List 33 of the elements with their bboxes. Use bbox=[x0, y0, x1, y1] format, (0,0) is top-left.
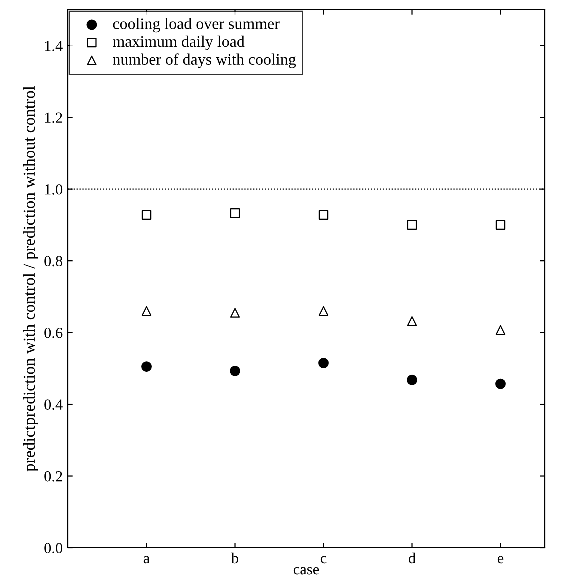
point bbox=[142, 362, 152, 372]
point bbox=[407, 374, 418, 386]
y-tick-label: 1.0 bbox=[45, 184, 63, 195]
x-tick-label: b bbox=[231, 552, 238, 564]
y-tick-label: 1.4 bbox=[45, 41, 63, 52]
y-tick-label: 0.0 bbox=[44, 543, 63, 554]
y-tick-label: 0.2 bbox=[44, 471, 62, 482]
point bbox=[318, 358, 329, 368]
x-tick-label: d bbox=[408, 552, 416, 564]
point bbox=[496, 220, 506, 230]
legend-label: number of days with cooling bbox=[113, 54, 296, 68]
point bbox=[142, 306, 152, 316]
point bbox=[407, 316, 418, 326]
point bbox=[496, 325, 506, 336]
point bbox=[142, 210, 152, 220]
point bbox=[407, 220, 418, 230]
point bbox=[230, 308, 240, 318]
legend-label: maximum daily load bbox=[113, 36, 245, 50]
x-tick-label: e bbox=[498, 556, 504, 564]
x-tick-label: c bbox=[320, 556, 327, 564]
point bbox=[496, 378, 506, 390]
point bbox=[318, 210, 329, 220]
x-axis-title: case bbox=[294, 567, 320, 575]
y-tick-label: 1.2 bbox=[45, 112, 62, 124]
point bbox=[230, 366, 240, 376]
x-tick-label: a bbox=[144, 556, 150, 564]
y-tick-label: 0.8 bbox=[44, 256, 63, 267]
point bbox=[318, 306, 329, 316]
y-axis-title: predictprediction with control / prediction without control bbox=[23, 86, 38, 472]
legend-label: cooling load over summer bbox=[113, 18, 280, 33]
point bbox=[230, 208, 240, 218]
y-tick-label: 0.4 bbox=[44, 400, 63, 410]
y-tick-label: 0.6 bbox=[44, 328, 63, 338]
